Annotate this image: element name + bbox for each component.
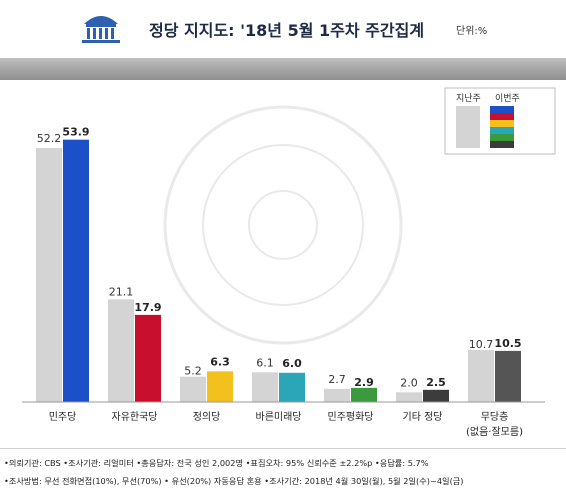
bar-chart: 지난주 이번주 52.2 53.9 21.117.9 5.2 6.3 6.1 6.0 2.7 2… — [22, 87, 556, 438]
category-sublabel: (없음·잘모름) — [466, 425, 523, 438]
value-label-prev: 52.2 — [37, 132, 62, 145]
bar-prev — [396, 392, 422, 402]
category-label: 민주평화당 — [328, 411, 374, 423]
legend-stripe — [490, 141, 514, 148]
bar-prev — [36, 147, 62, 402]
bar-prev — [252, 372, 278, 402]
value-label-curr: 6.0 — [282, 357, 302, 370]
footer-method-info: •조사방법: 무선 전화면접(10%), 무선(70%) • 유선(20%) 자… — [4, 476, 464, 486]
footer-survey-info: •의뢰기관: CBS •조사기관: 리얼미터 •총응답자: 전국 성인 2,00… — [4, 458, 429, 468]
value-label-curr: 10.5 — [494, 337, 521, 350]
legend-stripe — [490, 127, 514, 134]
bar-curr — [63, 139, 89, 402]
watermark-seal — [163, 105, 403, 345]
value-label-prev: 21.1 — [109, 285, 134, 298]
header-band — [0, 58, 566, 80]
legend-label-curr: 이번주 — [495, 93, 520, 104]
legend-swatch-curr — [490, 106, 514, 148]
bars-layer — [22, 139, 545, 403]
category-label: 민주당 — [49, 411, 77, 423]
value-label-curr: 2.9 — [354, 376, 374, 389]
value-label-curr: 17.9 — [134, 301, 161, 314]
legend: 지난주 이번주 — [444, 87, 556, 155]
bar-curr — [207, 371, 233, 402]
category-label: 무당층 — [481, 411, 509, 423]
bar-prev — [468, 349, 494, 402]
category-label: 자유한국당 — [112, 411, 158, 423]
legend-swatch-prev — [456, 106, 480, 148]
legend-stripe — [490, 120, 514, 127]
category-labels-layer: 민주당 자유한국당 정의당 바른미래당 민주평화당 기타 정당 무당층 (없음·잘모름) — [49, 411, 523, 438]
bar-prev — [324, 388, 350, 402]
national-assembly-icon — [82, 16, 120, 43]
value-label-curr: 6.3 — [210, 355, 230, 368]
footer: •의뢰기관: CBS •조사기관: 리얼미터 •총응답자: 전국 성인 2,00… — [0, 448, 566, 493]
legend-label-prev: 지난주 — [456, 93, 481, 104]
unit-label: 단위:% — [456, 26, 488, 37]
bar-curr — [135, 314, 161, 402]
category-label: 정의당 — [193, 411, 221, 423]
value-label-curr: 2.5 — [426, 376, 446, 389]
bar-curr — [351, 387, 377, 402]
bar-curr — [423, 389, 449, 402]
value-label-prev: 5.2 — [184, 365, 202, 378]
value-label-prev: 10.7 — [469, 338, 494, 351]
legend-stripe — [490, 134, 514, 141]
value-label-prev: 6.1 — [256, 356, 274, 369]
bar-curr — [495, 350, 521, 402]
value-labels-layer: 52.2 53.9 21.117.9 5.2 6.3 6.1 6.0 2.7 2.9 2.0 2.5… — [37, 126, 522, 390]
legend-stripe — [490, 106, 514, 113]
chart-title: 정당 지지도: '18년 5월 1주차 주간집계 — [149, 21, 425, 40]
bar-prev — [108, 299, 134, 402]
legend-stripe — [490, 113, 514, 120]
value-label-curr: 53.9 — [62, 126, 89, 139]
bar-curr — [279, 372, 305, 402]
value-label-prev: 2.7 — [328, 373, 346, 386]
category-label: 바른미래당 — [256, 411, 302, 423]
bar-prev — [180, 376, 206, 402]
value-label-prev: 2.0 — [400, 376, 418, 389]
category-label: 기타 정당 — [403, 411, 443, 423]
header: 정당 지지도: '18년 5월 1주차 주간집계 단위:% — [0, 0, 566, 58]
